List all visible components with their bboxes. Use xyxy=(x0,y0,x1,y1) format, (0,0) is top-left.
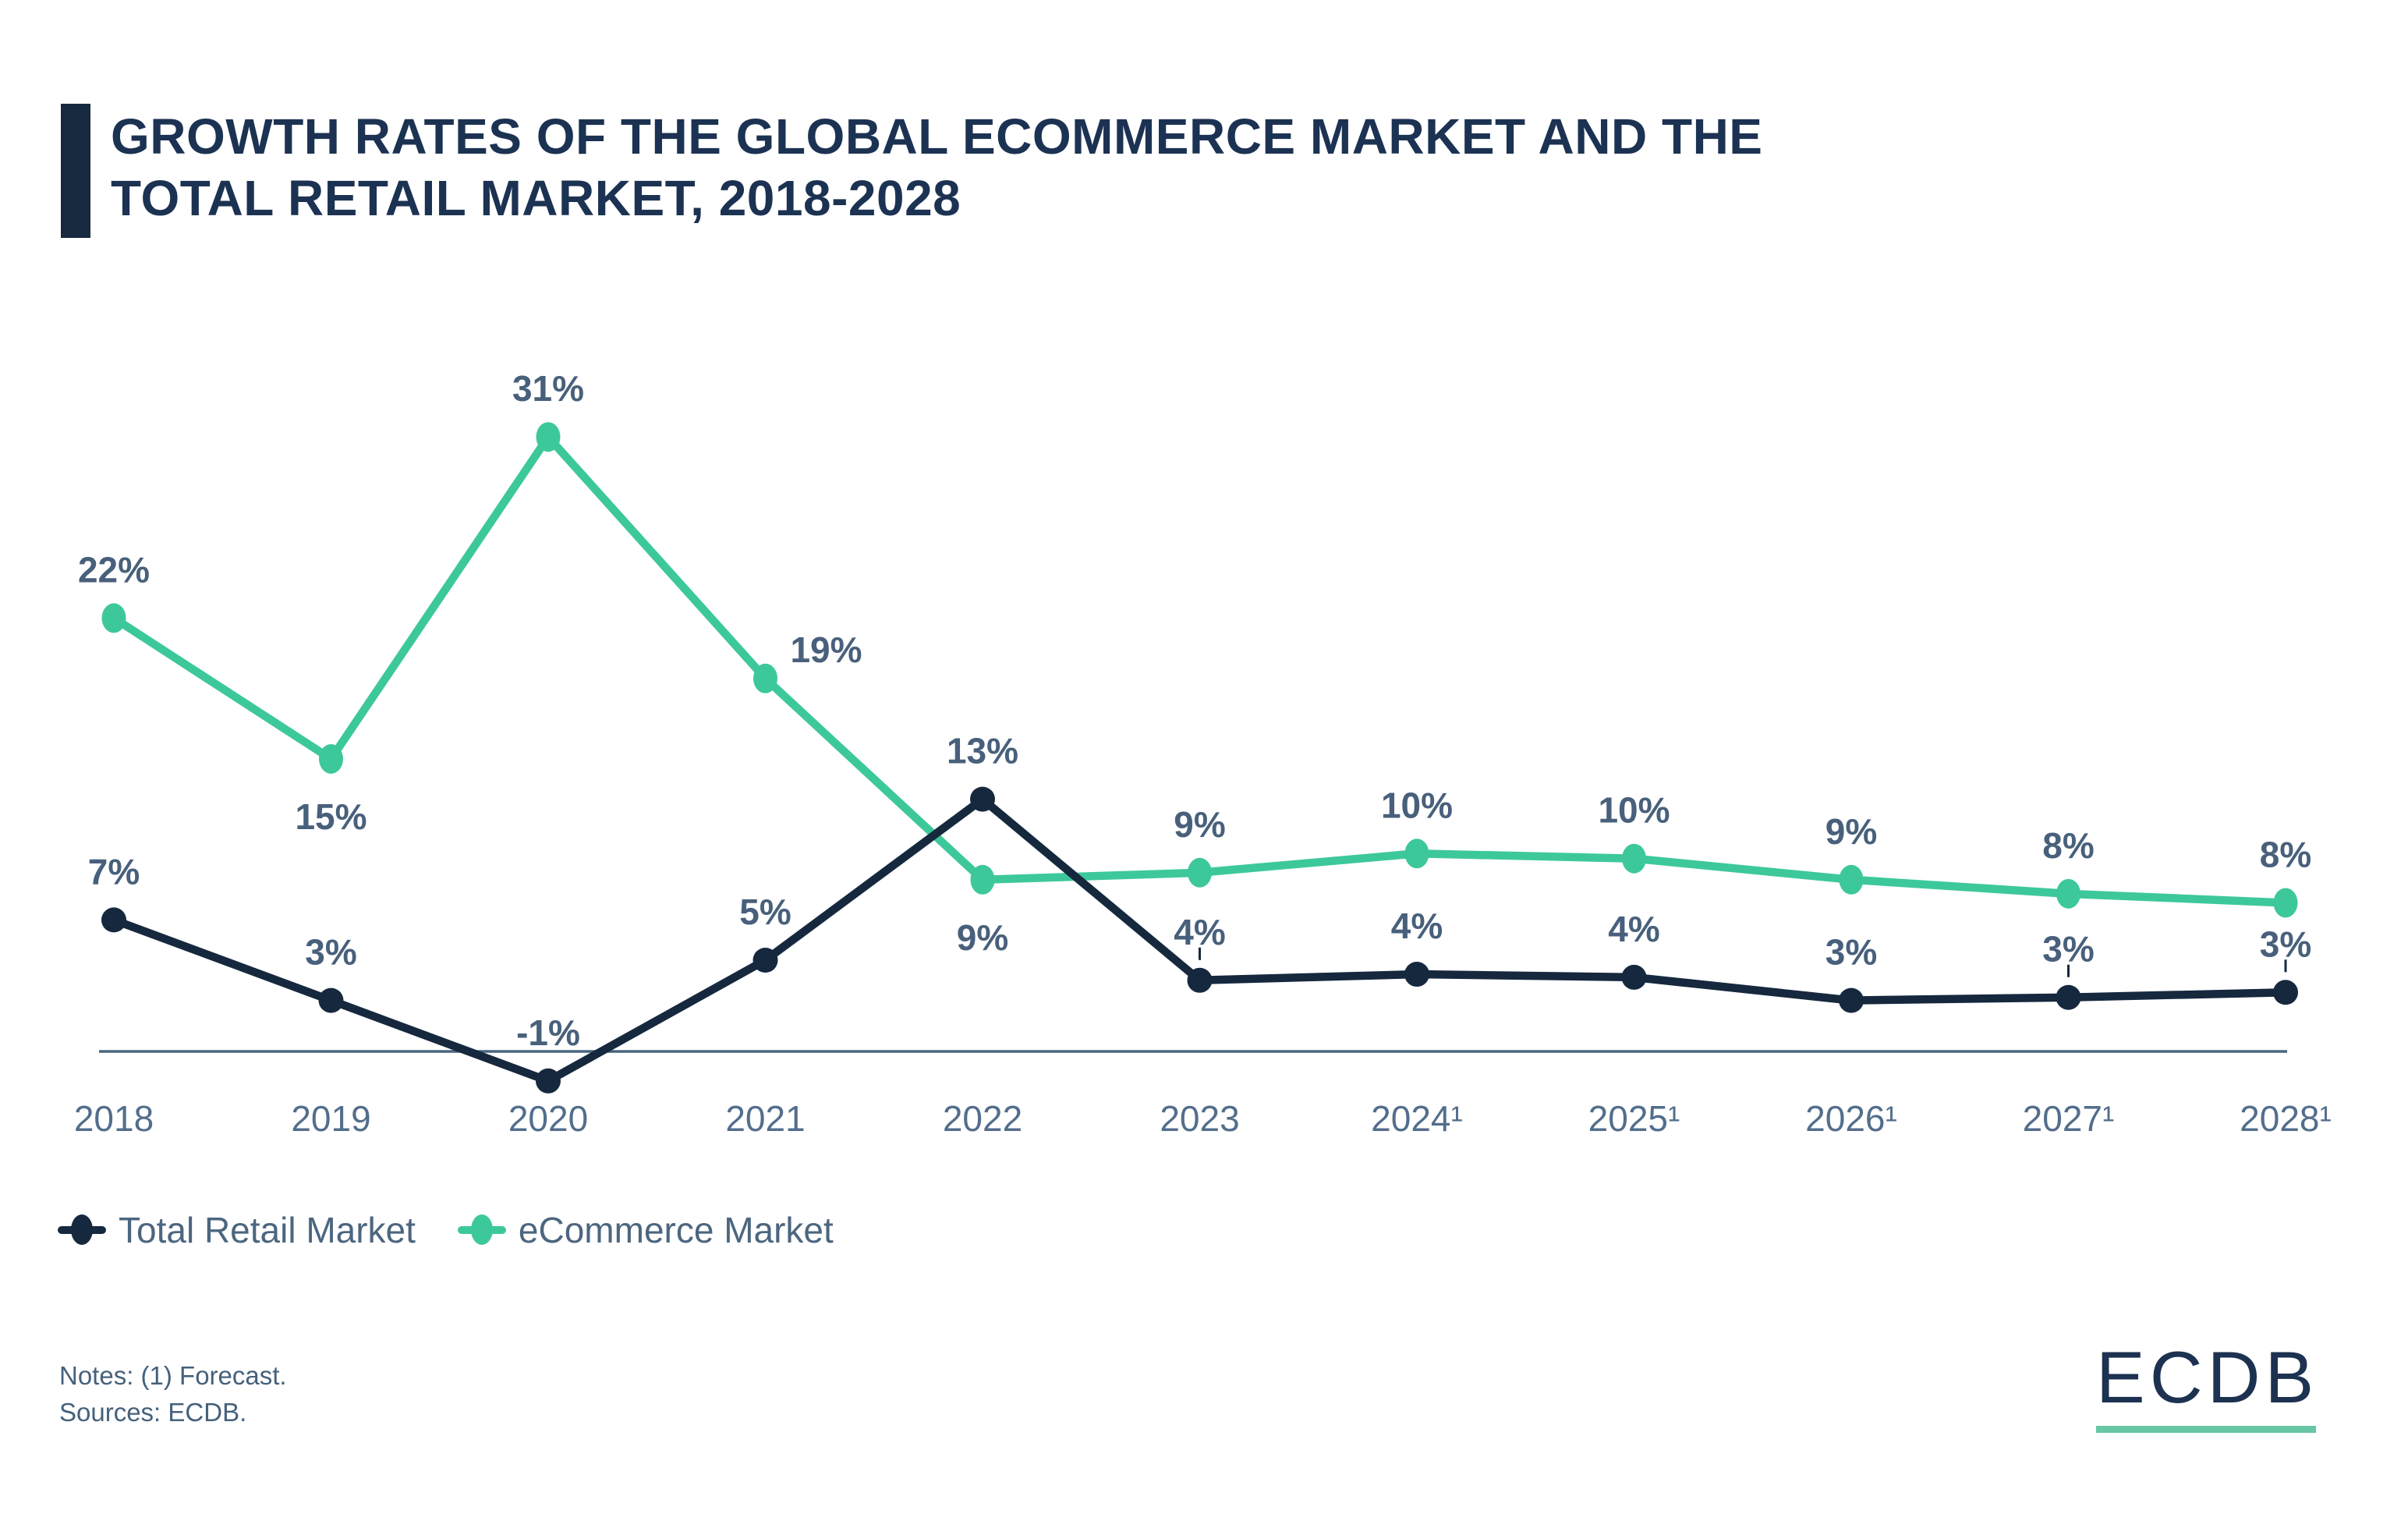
chart-legend: Total Retail Market eCommerce Market xyxy=(58,1209,834,1251)
retail-point-2018 xyxy=(101,907,126,933)
retail-data-label-2023: 4% xyxy=(1174,912,1225,952)
x-tick-label-2019: 2019 xyxy=(291,1098,370,1139)
retail-data-label-2024¹: 4% xyxy=(1391,906,1443,946)
ecommerce-data-label-2027¹: 8% xyxy=(2042,825,2094,866)
ecommerce-point-2022 xyxy=(970,864,995,895)
ecdb-logo-text: ECDB xyxy=(2096,1336,2319,1418)
retail-point-2026¹ xyxy=(1839,987,1864,1013)
ecommerce-point-2019 xyxy=(319,744,343,774)
ecommerce-data-label-2025¹: 10% xyxy=(1598,790,1670,831)
legend-item-total-retail-market: Total Retail Market xyxy=(58,1209,416,1251)
ecommerce-point-2028¹ xyxy=(2273,888,2298,918)
ecommerce-point-2026¹ xyxy=(1839,864,1864,895)
ecommerce-data-label-2028¹: 8% xyxy=(2260,834,2311,874)
sources-line: Sources: ECDB. xyxy=(59,1398,247,1427)
retail-point-2024¹ xyxy=(1404,962,1429,987)
ecommerce-point-2021 xyxy=(753,663,777,693)
retail-point-2023 xyxy=(1187,967,1213,993)
retail-data-label-2026¹: 3% xyxy=(1825,932,1877,973)
x-tick-label-2028¹: 2028¹ xyxy=(2240,1098,2332,1139)
chart-notes: Notes: (1) Forecast. Sources: ECDB. xyxy=(59,1357,287,1431)
ecommerce-point-2027¹ xyxy=(2056,878,2080,909)
ecommerce-point-2020 xyxy=(536,422,561,452)
ecommerce-data-label-2018: 22% xyxy=(78,549,150,590)
ecommerce-data-label-2021: 19% xyxy=(790,629,862,670)
ecommerce-point-2023 xyxy=(1188,857,1212,888)
retail-data-label-2018: 7% xyxy=(88,851,140,892)
ecommerce-data-label-2023: 9% xyxy=(1174,804,1225,845)
retail-data-label-2022: 13% xyxy=(947,731,1018,771)
retail-point-2019 xyxy=(318,987,344,1013)
ecommerce-point-2024¹ xyxy=(1404,838,1429,869)
retail-data-label-2028¹: 3% xyxy=(2260,924,2311,964)
legend-item-ecommerce-market: eCommerce Market xyxy=(457,1209,834,1251)
notes-line: Notes: (1) Forecast. xyxy=(59,1361,287,1390)
x-tick-label-2026¹: 2026¹ xyxy=(1805,1098,1897,1139)
ecommerce-data-label-2024¹: 10% xyxy=(1381,785,1453,825)
x-tick-label-2027¹: 2027¹ xyxy=(2023,1098,2115,1139)
x-tick-label-2025¹: 2025¹ xyxy=(1588,1098,1680,1139)
retail-data-label-2025¹: 4% xyxy=(1608,909,1659,949)
x-tick-label-2021: 2021 xyxy=(725,1098,805,1139)
page-title-line1: GROWTH RATES OF THE GLOBAL ECOMMERCE MAR… xyxy=(111,108,1763,165)
retail-point-2020 xyxy=(536,1068,561,1094)
ecommerce-data-label-2022: 9% xyxy=(957,917,1008,958)
ecommerce-point-2025¹ xyxy=(1622,843,1646,874)
ecommerce-data-label-2019: 15% xyxy=(295,796,367,837)
title-accent-bar xyxy=(61,104,90,238)
page-title: GROWTH RATES OF THE GLOBAL ECOMMERCE MAR… xyxy=(111,106,2138,229)
retail-point-2028¹ xyxy=(2273,980,2298,1005)
ecommerce-data-label-2020: 31% xyxy=(512,368,584,409)
legend-label: Total Retail Market xyxy=(119,1210,416,1250)
ecommerce-point-2018 xyxy=(101,603,126,633)
retail-series-marker-icon xyxy=(58,1212,106,1248)
legend-label: eCommerce Market xyxy=(518,1210,834,1250)
x-tick-label-2024¹: 2024¹ xyxy=(1371,1098,1463,1139)
ecommerce-series-marker-icon xyxy=(457,1212,506,1248)
retail-point-2022 xyxy=(970,786,995,812)
retail-point-2025¹ xyxy=(1621,964,1647,990)
retail-point-2021 xyxy=(752,948,778,973)
retail-data-label-2020: -1% xyxy=(516,1012,580,1053)
ecdb-logo-underline xyxy=(2096,1426,2316,1433)
x-tick-label-2020: 2020 xyxy=(508,1098,588,1139)
retail-data-label-2019: 3% xyxy=(305,932,356,973)
retail-data-label-2027¹: 3% xyxy=(2042,929,2094,970)
x-tick-label-2018: 2018 xyxy=(74,1098,154,1139)
retail-point-2027¹ xyxy=(2056,984,2081,1010)
ecommerce-data-label-2026¹: 9% xyxy=(1825,811,1877,852)
x-tick-label-2022: 2022 xyxy=(943,1098,1022,1139)
retail-data-label-2021: 5% xyxy=(739,892,791,932)
x-tick-label-2023: 2023 xyxy=(1160,1098,1239,1139)
page-title-line2: TOTAL RETAIL MARKET, 2018-2028 xyxy=(111,170,961,226)
ecdb-logo: ECDB xyxy=(2096,1340,2318,1433)
